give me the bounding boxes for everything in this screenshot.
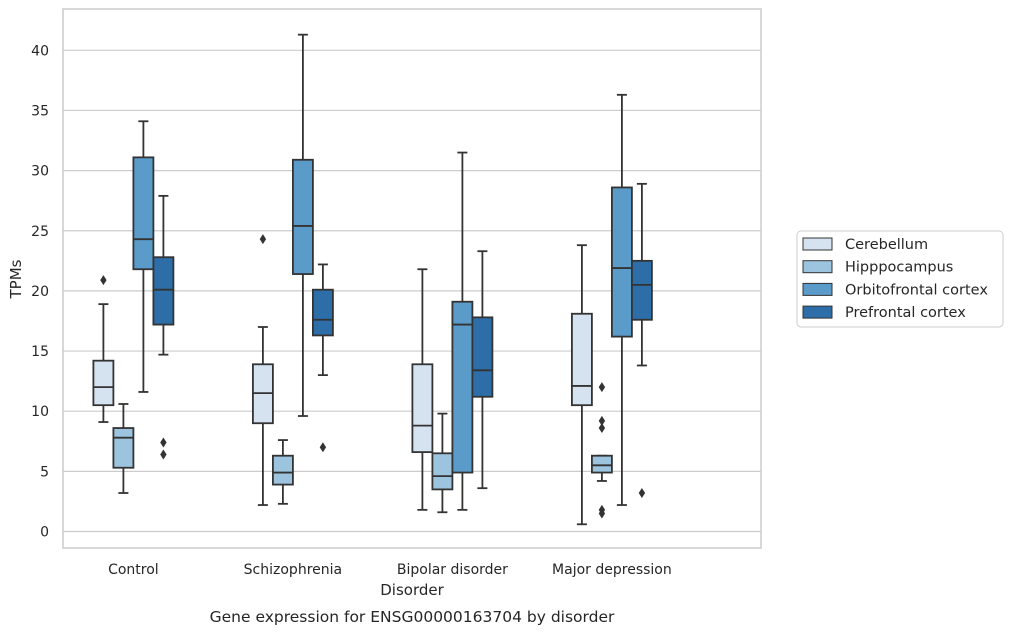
outlier-point <box>598 423 606 434</box>
iqr-box <box>451 300 474 474</box>
y-tick-label: 5 <box>40 464 49 480</box>
x-axis-label: Disorder <box>380 581 444 599</box>
iqr-box <box>411 363 434 454</box>
y-tick-label: 35 <box>31 103 49 119</box>
outlier-point <box>160 449 167 460</box>
iqr-box <box>291 158 314 275</box>
legend-swatch <box>802 305 833 319</box>
box-prefrontal-cortex <box>311 263 334 453</box>
outlier-point <box>598 382 606 393</box>
legend-swatch <box>802 282 833 296</box>
box-orbitofrontal-cortex <box>451 151 474 511</box>
y-tick-label: 20 <box>31 284 49 300</box>
outlier-point <box>598 415 606 426</box>
y-tick-label: 10 <box>31 404 49 420</box>
box-prefrontal-cortex <box>152 194 175 460</box>
grid-lines <box>63 49 761 533</box>
iqr-box <box>92 359 115 407</box>
y-tick-label: 25 <box>31 224 49 240</box>
outlier-point <box>598 508 606 519</box>
box-hipppocampus <box>271 439 294 505</box>
box-orbitofrontal-cortex <box>132 120 155 393</box>
legend-frame <box>796 230 1004 328</box>
legend-swatch <box>802 237 833 251</box>
y-tick-label: 0 <box>40 525 49 541</box>
box-cerebellum <box>92 275 115 423</box>
legend-label: Prefrontal cortex <box>845 305 966 321</box>
iqr-box <box>611 186 633 338</box>
legend-label: Cerebellum <box>845 237 928 253</box>
iqr-box <box>311 288 334 337</box>
legend: Cerebellum Hipppocampus Orbitofrontal cort… <box>796 230 1004 328</box>
x-tick-label: Control <box>108 562 159 578</box>
outlier-point <box>100 275 107 286</box>
y-tick-label: 40 <box>31 43 49 59</box>
y-axis-label: TPMs <box>7 259 25 299</box>
y-tick-label: 30 <box>31 164 49 180</box>
y-tick-label: 15 <box>31 344 49 360</box>
outlier-point <box>638 488 646 499</box>
iqr-box <box>431 452 454 491</box>
outlier-point <box>259 234 267 245</box>
box-hipppocampus <box>112 403 135 494</box>
iqr-box <box>571 312 593 407</box>
x-tick-label: Bipolar disorder <box>397 562 508 578</box>
box-prefrontal-cortex <box>631 182 653 499</box>
box-orbitofrontal-cortex <box>291 33 314 417</box>
legend-label: Orbitofrontal cortex <box>845 282 988 298</box>
iqr-box <box>132 156 155 271</box>
iqr-box <box>471 316 494 398</box>
legend-swatch <box>802 260 833 274</box>
box-hipppocampus <box>431 412 454 514</box>
y-tick-labels: 0 5 10 15 20 25 30 35 40 <box>31 43 49 540</box>
iqr-box <box>631 259 653 321</box>
box-hipppocampus <box>591 382 613 519</box>
iqr-box <box>591 454 613 474</box>
x-tick-labels: Control Schizophrenia Bipolar disorder Majo… <box>108 562 672 578</box>
box-orbitofrontal-cortex <box>611 93 633 506</box>
figure-caption: Gene expression for ENSG00000163704 by d… <box>210 608 615 626</box>
box-layer <box>92 33 653 526</box>
legend-label: Hipppocampus <box>845 260 953 276</box>
x-tick-label: Major depression <box>552 562 672 578</box>
box-cerebellum <box>411 268 434 511</box>
iqr-box <box>112 427 135 469</box>
outlier-point <box>319 442 327 453</box>
x-tick-label: Schizophrenia <box>244 562 342 578</box>
iqr-box <box>152 256 175 326</box>
outlier-point <box>160 437 167 448</box>
box-cerebellum <box>251 234 274 506</box>
iqr-box <box>271 454 294 486</box>
box-prefrontal-cortex <box>471 250 494 490</box>
box-cerebellum <box>571 244 593 526</box>
plot-area-frame <box>62 8 762 549</box>
